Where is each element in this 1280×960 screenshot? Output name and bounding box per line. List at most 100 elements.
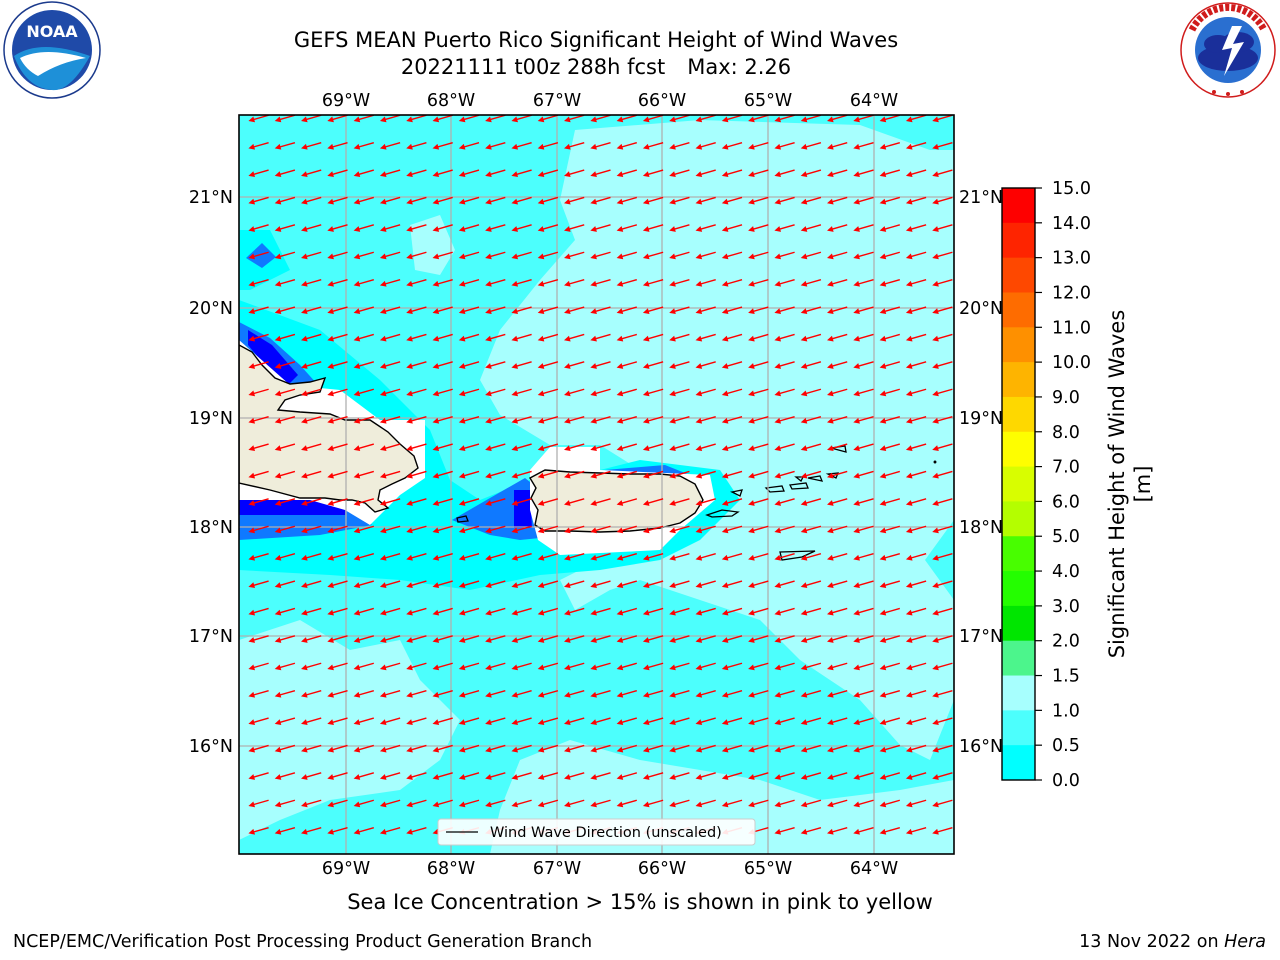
wind-wave-arrow <box>458 169 480 178</box>
wind-wave-arrow <box>406 799 427 808</box>
wind-wave-arrow <box>511 251 532 260</box>
lon-label-top: 66°W <box>638 91 686 111</box>
wind-wave-arrow <box>353 772 375 780</box>
wind-wave-arrow <box>774 799 795 808</box>
wind-wave-arrow <box>274 635 296 643</box>
wind-wave-arrow <box>406 415 427 424</box>
wind-wave-arrow <box>695 717 716 726</box>
wind-wave-arrow <box>564 443 585 452</box>
wind-wave-arrow <box>274 744 296 753</box>
wind-wave-arrow <box>327 443 348 452</box>
wind-wave-arrow <box>353 333 375 342</box>
wind-wave-arrow <box>827 744 848 753</box>
wind-wave-arrow <box>905 826 927 835</box>
wind-wave-arrow <box>748 717 769 726</box>
wind-wave-arrow <box>590 169 611 178</box>
wind-wave-arrow <box>879 443 901 452</box>
colorbar: 15.0 14.0 13.0 12.0 11.0 10.0 9.0 8.0 7.0 6.0 5.0 4… <box>1001 179 1155 791</box>
wind-wave-arrow <box>590 662 611 671</box>
wind-wave-arrow <box>774 251 795 260</box>
wind-wave-arrow <box>511 552 532 561</box>
wind-wave-arrow <box>827 278 848 287</box>
colorbar-segment <box>1002 257 1035 293</box>
wind-wave-arrow <box>827 772 848 780</box>
wind-wave-arrow <box>642 361 664 369</box>
wind-wave-arrow <box>642 388 664 397</box>
wind-wave-arrow <box>905 689 927 698</box>
wind-wave-arrow <box>564 607 585 616</box>
colorbar-tick-label: 10.0 <box>1052 353 1091 373</box>
wind-wave-arrow <box>274 278 296 287</box>
wind-wave-arrow <box>248 278 269 287</box>
wind-wave-arrow <box>564 333 585 342</box>
colorbar-segment <box>1002 292 1035 328</box>
wind-wave-arrow <box>642 525 664 534</box>
wind-wave-arrow <box>274 141 296 150</box>
wind-wave-arrow <box>879 306 901 315</box>
wind-wave-arrow <box>301 251 322 260</box>
wind-wave-arrow <box>932 251 953 260</box>
wind-wave-arrow <box>432 635 453 643</box>
wind-wave-arrow <box>406 141 427 150</box>
wind-wave-arrow <box>827 333 848 342</box>
wind-wave-arrow <box>564 772 585 780</box>
wind-wave-arrow <box>853 224 874 232</box>
wind-wave-arrow <box>800 224 822 232</box>
wind-wave-arrow <box>458 635 480 643</box>
wind-wave-arrow <box>905 772 927 780</box>
wind-wave-arrow <box>800 470 822 479</box>
wind-wave-arrow <box>485 799 506 808</box>
wind-wave-arrow <box>432 361 453 369</box>
wind-wave-arrow <box>800 251 822 260</box>
wind-wave-arrow <box>642 278 664 287</box>
wind-wave-arrow <box>301 169 322 178</box>
wind-wave-arrow <box>748 635 769 643</box>
wind-wave-arrow <box>827 415 848 424</box>
latitude-labels-right: 21°N 20°N 19°N 18°N 17°N 16°N <box>959 188 1003 757</box>
wind-wave-arrow <box>879 552 901 561</box>
wind-wave-arrow <box>721 552 743 561</box>
wind-wave-arrow <box>379 635 401 643</box>
sea-ice-caption: Sea Ice Concentration > 15% is shown in … <box>347 890 933 914</box>
wind-wave-arrow <box>353 278 375 287</box>
wind-wave-arrow <box>774 169 795 178</box>
wind-wave-arrow <box>905 799 927 808</box>
wind-wave-arrow <box>879 635 901 643</box>
wind-wave-arrow <box>800 580 822 589</box>
wind-wave-arrow <box>721 799 743 808</box>
wind-wave-arrow <box>379 251 401 260</box>
lon-label-top: 65°W <box>744 91 792 111</box>
wind-wave-arrow <box>695 169 716 178</box>
wind-wave-arrow <box>853 662 874 671</box>
wind-wave-arrow <box>564 361 585 369</box>
wind-wave-arrow <box>853 443 874 452</box>
wind-wave-arrow <box>511 470 532 479</box>
wind-wave-arrow <box>590 278 611 287</box>
wind-wave-arrow <box>590 415 611 424</box>
wind-wave-arrow <box>669 580 690 589</box>
wind-wave-arrow <box>327 278 348 287</box>
wind-wave-arrow <box>353 607 375 616</box>
wind-wave-arrow <box>669 607 690 616</box>
wind-wave-arrow <box>669 415 690 424</box>
wind-wave-arrow <box>800 689 822 698</box>
wind-wave-arrow <box>379 689 401 698</box>
wind-wave-arrow <box>827 662 848 671</box>
wind-wave-arrow <box>879 607 901 616</box>
wind-wave-arrow <box>695 115 716 123</box>
colorbar-tick-label: 7.0 <box>1052 458 1080 478</box>
wind-wave-arrow <box>274 498 296 506</box>
wind-wave-arrow <box>590 744 611 753</box>
wind-wave-arrow <box>616 552 638 561</box>
wind-wave-arrow <box>406 169 427 178</box>
wind-wave-arrow <box>905 498 927 506</box>
wind-wave-arrow <box>721 169 743 178</box>
colorbar-segment <box>1002 327 1035 363</box>
wind-wave-arrow <box>485 443 506 452</box>
wind-wave-arrow <box>774 525 795 534</box>
wind-wave-arrow <box>327 196 348 205</box>
wind-wave-arrow <box>721 141 743 150</box>
wind-wave-arrow <box>537 196 559 205</box>
wind-wave-arrow <box>853 278 874 287</box>
wind-wave-arrow <box>616 141 638 150</box>
